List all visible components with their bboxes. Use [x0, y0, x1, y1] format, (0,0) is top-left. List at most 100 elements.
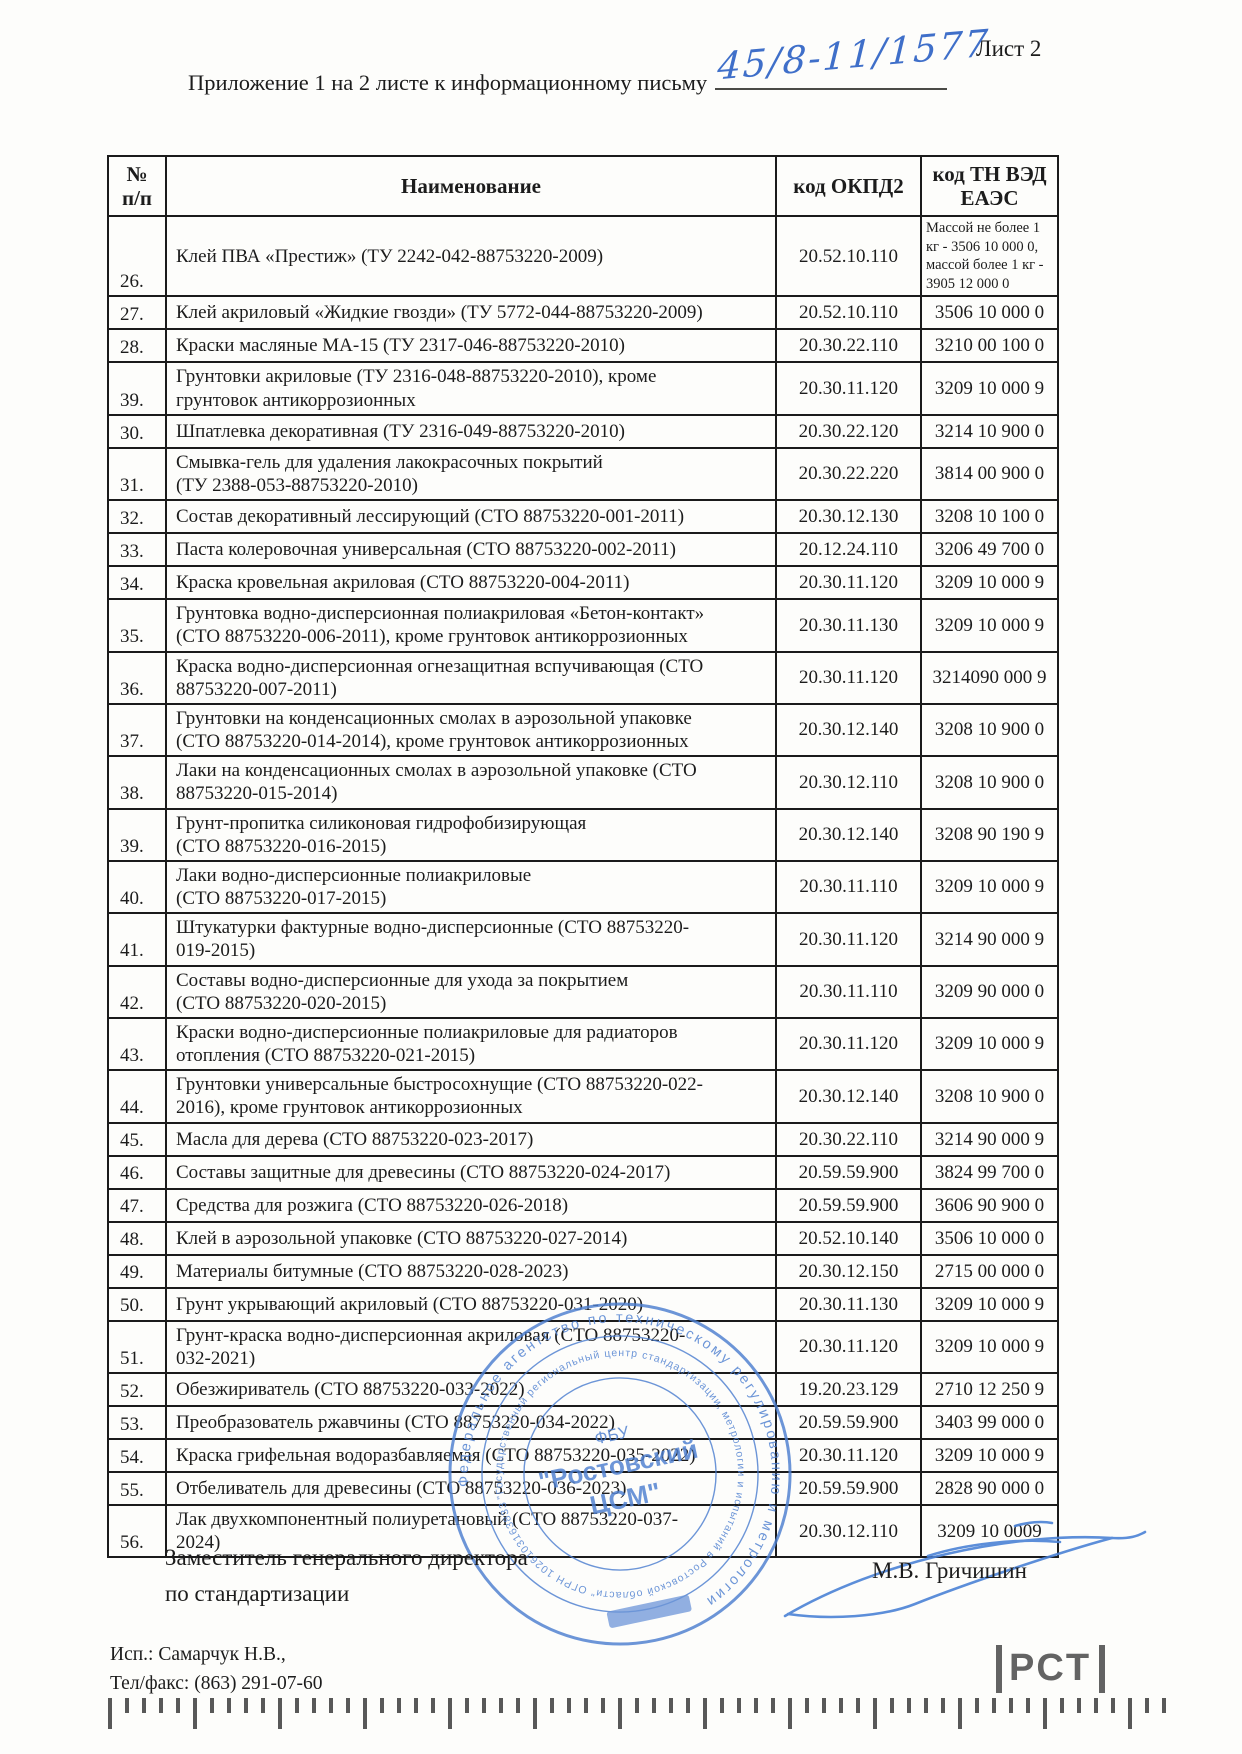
- strip-bar: [686, 1698, 690, 1713]
- strip-bar: [244, 1698, 248, 1713]
- product-name: Грунтовки универсальные быстросохнущие (…: [165, 1069, 777, 1124]
- strip-bar: [397, 1698, 401, 1713]
- okpd2-code: 20.59.59.900: [775, 1154, 922, 1190]
- strip-bar: [142, 1698, 146, 1713]
- product-name: Клей в аэрозольной упаковке (СТО 8875322…: [165, 1220, 777, 1256]
- tnved-code: 3206 49 700 0: [920, 532, 1059, 568]
- table-row: 30. Шпатлевка декоративная (ТУ 2316-049-…: [107, 413, 1059, 449]
- row-number: 31.: [107, 446, 167, 502]
- product-name: Краска грифельная водоразбавляемая (СТО …: [165, 1437, 777, 1473]
- row-number: 49.: [107, 1253, 167, 1289]
- rst-logo-right-bar: [1099, 1645, 1106, 1693]
- strip-bar: [856, 1698, 860, 1713]
- okpd2-code: 20.30.11.120: [775, 1319, 922, 1374]
- table-row: 36. Краска водно-дисперсионная огнезащит…: [107, 650, 1059, 705]
- strip-bar: [771, 1698, 775, 1713]
- table-row: 47. Средства для розжига (СТО 88753220-0…: [107, 1187, 1059, 1223]
- okpd2-code: 20.12.24.110: [775, 532, 922, 568]
- tnved-code: 3208 10 900 0: [920, 702, 1059, 758]
- strip-bar: [635, 1698, 639, 1713]
- strip-bar: [873, 1698, 877, 1729]
- tnved-code: 3208 90 190 9: [920, 807, 1059, 862]
- okpd2-code: 20.30.22.120: [775, 413, 922, 449]
- table-row: 44. Грунтовки универсальные быстросохнущ…: [107, 1069, 1059, 1124]
- row-number: 50.: [107, 1286, 167, 1322]
- okpd2-code: 20.30.12.110: [775, 755, 922, 810]
- signer-position: Заместитель генерального директора по ст…: [165, 1540, 528, 1611]
- okpd2-code: 20.30.22.220: [775, 446, 922, 502]
- strip-bar: [1043, 1698, 1047, 1729]
- table-row: 53. Преобразователь ржавчины (СТО 887532…: [107, 1404, 1059, 1440]
- product-name: Состав декоративный лессирующий (СТО 887…: [165, 499, 777, 535]
- table-row: 45. Масла для дерева (СТО 88753220-023-2…: [107, 1121, 1059, 1157]
- signer-position-line1: Заместитель генерального директора: [165, 1545, 528, 1570]
- table-row: 56. Лак двухкомпонентный полиуретановый …: [107, 1503, 1059, 1559]
- strip-bar: [839, 1698, 843, 1713]
- table-row: 28. Краски масляные МА-15 (ТУ 2317-046-8…: [107, 328, 1059, 364]
- row-number: 56.: [107, 1503, 167, 1559]
- okpd2-code: 20.30.12.140: [775, 702, 922, 758]
- okpd2-code: 19.20.23.129: [775, 1371, 922, 1407]
- table-row: 39. Грунт-пропитка силиконовая гидрофоби…: [107, 807, 1059, 862]
- handwritten-letter-number: 45/8-11/1577: [716, 21, 992, 89]
- row-number: 52.: [107, 1371, 167, 1407]
- strip-bar: [703, 1698, 707, 1729]
- strip-bar: [601, 1698, 605, 1713]
- strip-bar: [363, 1698, 367, 1729]
- strip-bar: [567, 1698, 571, 1713]
- strip-bar: [329, 1698, 333, 1713]
- row-number: 38.: [107, 755, 167, 810]
- okpd2-code: 20.30.12.140: [775, 1069, 922, 1124]
- organization-stamp: Федеральное агентство по техническому ре…: [427, 1279, 813, 1666]
- table-row: 27. Клей акриловый «Жидкие гвозди» (ТУ 5…: [107, 295, 1059, 331]
- table-row: 51. Грунт-краска водно-дисперсионная акр…: [107, 1319, 1059, 1374]
- okpd2-code: 20.30.11.120: [775, 1016, 922, 1072]
- okpd2-code: 20.30.11.120: [775, 565, 922, 601]
- table-row: 50. Грунт укрывающий акриловый (СТО 8875…: [107, 1286, 1059, 1322]
- row-number: 53.: [107, 1404, 167, 1440]
- table-row: 40. Лаки водно-дисперсионные полиакрилов…: [107, 859, 1059, 915]
- okpd2-code: 20.52.10.140: [775, 1220, 922, 1256]
- strip-bar: [550, 1698, 554, 1713]
- tnved-code: 3214 10 900 0: [920, 413, 1059, 449]
- table-row: 52. Обезжириватель (СТО 88753220-033-202…: [107, 1371, 1059, 1407]
- product-name: Краска кровельная акриловая (СТО 8875322…: [165, 565, 777, 601]
- signer-position-line2: по стандартизации: [165, 1580, 350, 1606]
- title-underline: 45/8-11/1577: [715, 21, 991, 90]
- table-row: 46. Составы защитные для древесины (СТО …: [107, 1154, 1059, 1190]
- strip-bar: [448, 1698, 452, 1729]
- header-num: № п/п: [107, 154, 167, 218]
- okpd2-code: 20.30.22.110: [775, 1121, 922, 1157]
- product-name: Грунтовки акриловые (ТУ 2316-048-8875322…: [165, 361, 777, 416]
- okpd2-code: 20.52.10.110: [775, 295, 922, 331]
- product-name: Лаки водно-дисперсионные полиакриловые (…: [165, 859, 777, 915]
- tnved-code: 3210 00 100 0: [920, 328, 1059, 364]
- strip-bar: [805, 1698, 809, 1713]
- strip-bar: [669, 1698, 673, 1713]
- table-row: 48. Клей в аэрозольной упаковке (СТО 887…: [107, 1220, 1059, 1256]
- strip-bar: [1128, 1698, 1132, 1729]
- strip-bar: [261, 1698, 265, 1713]
- table-row: 33. Паста колеровочная универсальная (СТ…: [107, 532, 1059, 568]
- tnved-code: 3209 10 000 9: [920, 598, 1059, 653]
- table-row: 32. Состав декоративный лессирующий (СТО…: [107, 499, 1059, 535]
- table-row: 49. Материалы битумные (СТО 88753220-028…: [107, 1253, 1059, 1289]
- handwritten-signature: [760, 1498, 1170, 1648]
- row-number: 28.: [107, 328, 167, 364]
- strip-bar: [516, 1698, 520, 1713]
- strip-bar: [431, 1698, 435, 1713]
- executor-name: Исп.: Самарчук Н.В.,: [110, 1644, 286, 1665]
- okpd2-code: 20.30.11.110: [775, 964, 922, 1019]
- stamp-ribbon: [606, 1594, 692, 1628]
- tnved-code: 3209 10 000 9: [920, 565, 1059, 601]
- table-row: 43. Краски водно-дисперсионные полиакрил…: [107, 1016, 1059, 1072]
- product-name: Отбеливатель для древесины (СТО 88753220…: [165, 1470, 777, 1506]
- tnved-code: 3209 10 000 9: [920, 859, 1059, 915]
- strip-bar: [992, 1698, 996, 1713]
- product-name: Клей ПВА «Престиж» (ТУ 2242-042-88753220…: [165, 215, 777, 298]
- strip-bar: [890, 1698, 894, 1713]
- product-name: Преобразователь ржавчины (СТО 88753220-0…: [165, 1404, 777, 1440]
- row-number: 51.: [107, 1319, 167, 1374]
- row-number: 47.: [107, 1187, 167, 1223]
- strip-bar: [822, 1698, 826, 1713]
